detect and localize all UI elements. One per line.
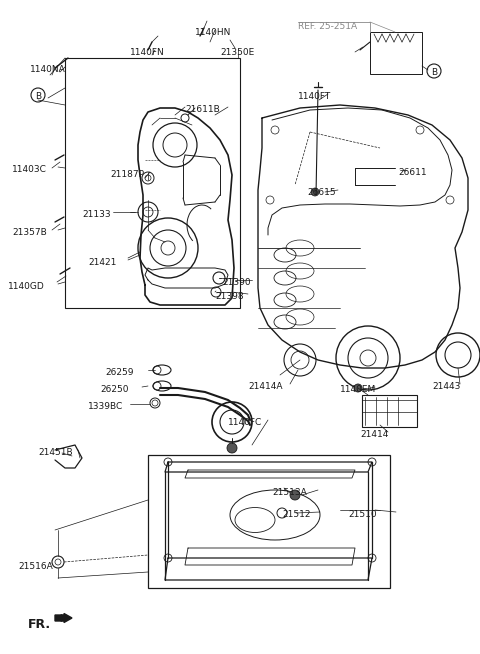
Circle shape xyxy=(311,188,319,196)
Text: 26615: 26615 xyxy=(307,188,336,197)
Circle shape xyxy=(290,490,300,500)
Text: 1140FT: 1140FT xyxy=(298,92,331,101)
Text: REF. 25-251A: REF. 25-251A xyxy=(298,22,357,31)
Text: FR.: FR. xyxy=(28,618,51,631)
Circle shape xyxy=(354,384,362,392)
Bar xyxy=(370,32,422,74)
Text: 21414A: 21414A xyxy=(248,382,283,391)
Circle shape xyxy=(227,443,237,453)
FancyArrow shape xyxy=(55,613,72,623)
Text: 21133: 21133 xyxy=(82,210,110,219)
Text: 1140NA: 1140NA xyxy=(30,65,66,74)
Text: 26250: 26250 xyxy=(100,385,129,394)
Text: 21390: 21390 xyxy=(222,278,251,287)
Text: 21414: 21414 xyxy=(360,430,388,439)
Text: 1140FC: 1140FC xyxy=(228,418,262,427)
Text: 21421: 21421 xyxy=(88,258,116,267)
Text: 1339BC: 1339BC xyxy=(88,402,123,411)
Text: 21516A: 21516A xyxy=(18,562,53,571)
Text: 1140FN: 1140FN xyxy=(130,48,165,57)
Text: 21187P: 21187P xyxy=(110,170,144,179)
Text: 1140HN: 1140HN xyxy=(195,28,231,37)
Bar xyxy=(148,455,390,588)
Text: 21451B: 21451B xyxy=(38,448,72,457)
Text: 1140GD: 1140GD xyxy=(8,282,45,291)
Text: 26259: 26259 xyxy=(105,368,133,377)
Text: B: B xyxy=(35,92,41,101)
Text: 21398: 21398 xyxy=(215,292,244,301)
Bar xyxy=(65,58,240,308)
Text: 21357B: 21357B xyxy=(12,228,47,237)
Text: B: B xyxy=(431,68,437,77)
Text: 21350E: 21350E xyxy=(220,48,254,57)
Text: 1140EM: 1140EM xyxy=(340,385,376,394)
Text: 21611B: 21611B xyxy=(185,105,220,114)
Text: 21512: 21512 xyxy=(282,510,311,519)
Text: 21443: 21443 xyxy=(432,382,460,391)
Text: 11403C: 11403C xyxy=(12,165,47,174)
Text: 21510: 21510 xyxy=(348,510,377,519)
Bar xyxy=(362,395,417,427)
Text: 26611: 26611 xyxy=(398,168,427,177)
Text: 21513A: 21513A xyxy=(272,488,307,497)
